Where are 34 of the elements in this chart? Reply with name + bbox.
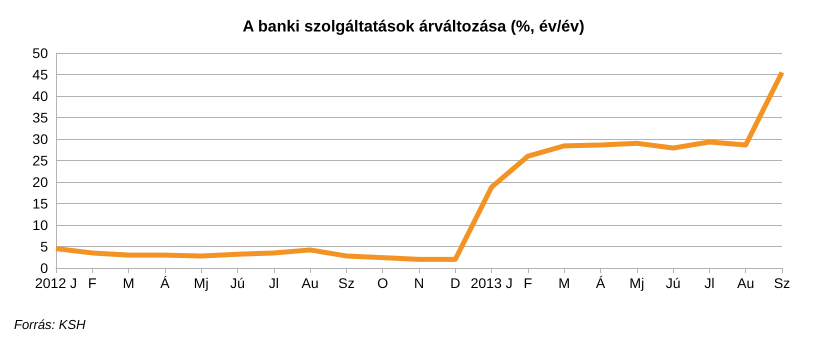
x-tick-label: D (450, 275, 460, 291)
x-tick-label: Mj (629, 275, 644, 291)
y-tick-label: 40 (32, 88, 48, 104)
x-tick-label: F (524, 275, 532, 291)
x-tick-label: Mj (194, 275, 209, 291)
text: Forrás: KSH (14, 317, 86, 332)
y-tick-label: 5 (40, 238, 48, 254)
x-tick-label: O (377, 275, 388, 291)
y-tick-label: 10 (32, 217, 48, 233)
y-tick-label: 0 (40, 260, 48, 276)
x-tick-label: 2012 J (34, 275, 78, 291)
x-tick-label: Sz (774, 275, 790, 291)
y-tick-label: 20 (32, 174, 48, 190)
x-tick-label: Jl (704, 275, 714, 291)
x-tick-label: Jl (268, 275, 279, 291)
y-tick-label: 15 (32, 196, 48, 212)
y-tick-label: 50 (32, 45, 48, 61)
x-tick-label: Jú (230, 275, 245, 291)
x-tick-label: Sz (338, 275, 355, 291)
x-tick-label: 2013 J (470, 275, 513, 291)
x-tick-label: F (88, 275, 97, 291)
x-tick-label: Au (302, 275, 319, 291)
x-tick-label: M (558, 275, 570, 291)
x-tick-label: Jú (666, 275, 680, 291)
x-tick-label: Á (160, 275, 170, 291)
x-tick-label: Á (596, 275, 606, 291)
x-tick-label: Au (737, 275, 754, 291)
y-tick-label: 35 (32, 110, 48, 126)
chart-title: A banki szolgáltatások árváltozása (%, év/év) (242, 18, 584, 36)
y-tick-label: 45 (32, 66, 48, 82)
y-tick-label: 30 (32, 131, 48, 147)
x-tick-label: M (122, 275, 134, 291)
x-tick-label: N (414, 275, 424, 291)
y-tick-label: 25 (32, 152, 48, 168)
